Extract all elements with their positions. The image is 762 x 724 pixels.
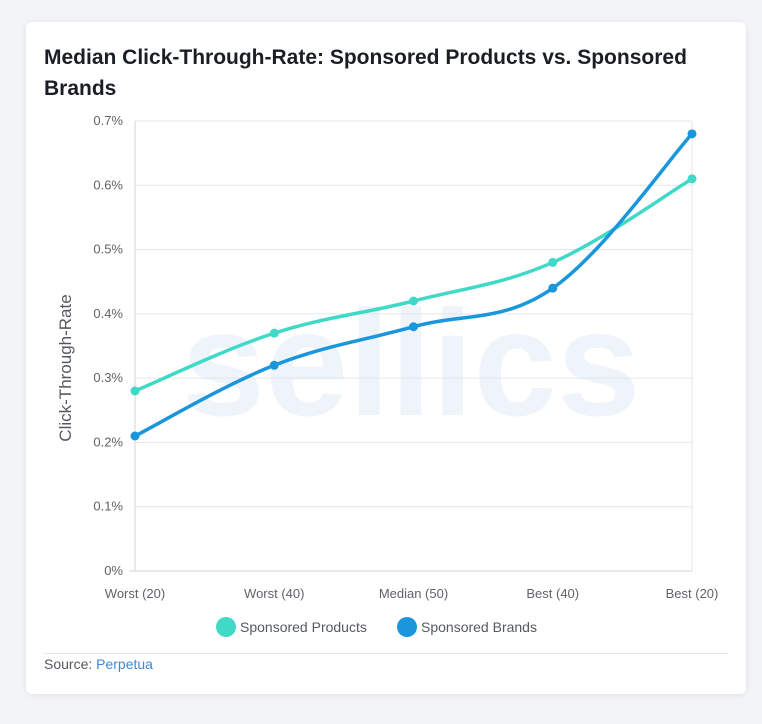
x-tick-label: Worst (40) [244, 586, 304, 601]
x-tick-label: Best (40) [526, 586, 579, 601]
y-tick-label: 0.5% [93, 242, 123, 257]
source-line: Source: Perpetua [44, 656, 153, 672]
data-point-series-1 [130, 386, 140, 396]
legend-label-2: Sponsored Brands [421, 619, 537, 635]
y-tick-label: 0.7% [93, 113, 123, 128]
source-link[interactable]: Perpetua [96, 656, 153, 672]
data-point-series-1 [687, 174, 697, 184]
y-tick-label: 0.4% [93, 306, 123, 321]
source-label: Source: [44, 656, 93, 672]
legend-marker-2 [397, 617, 417, 637]
y-tick-label: 0.2% [93, 434, 123, 449]
footer-divider [44, 653, 728, 654]
data-point-series-1 [269, 328, 279, 338]
x-tick-label: Best (20) [666, 586, 719, 601]
y-tick-label: 0.1% [93, 499, 123, 514]
chart-title: Median Click-Through-Rate: Sponsored Pro… [44, 46, 687, 100]
x-tick-label: Worst (20) [105, 586, 165, 601]
data-point-series-2 [687, 129, 697, 139]
data-point-series-2 [130, 431, 140, 441]
line-chart: sellics 0% 0.1% 0.2% 0.3% 0.4% 0.5% 0.6% 0.7% Wor… [56, 113, 719, 637]
chart-card: Median Click-Through-Rate: Sponsored Pro… [26, 22, 746, 694]
data-point-series-1 [409, 296, 418, 306]
legend-marker-1 [216, 617, 236, 637]
data-point-series-2 [409, 322, 418, 332]
data-point-series-1 [548, 257, 558, 267]
x-tick-label: Median (50) [379, 586, 448, 601]
y-tick-label: 0.3% [93, 370, 123, 385]
watermark-text: sellics [182, 279, 641, 447]
legend-label-1: Sponsored Products [240, 619, 367, 635]
data-point-series-2 [269, 360, 279, 370]
y-axis-title: Click-Through-Rate [56, 294, 75, 441]
data-point-series-2 [548, 283, 558, 293]
y-tick-label: 0% [104, 563, 123, 578]
y-tick-label: 0.6% [93, 177, 123, 192]
